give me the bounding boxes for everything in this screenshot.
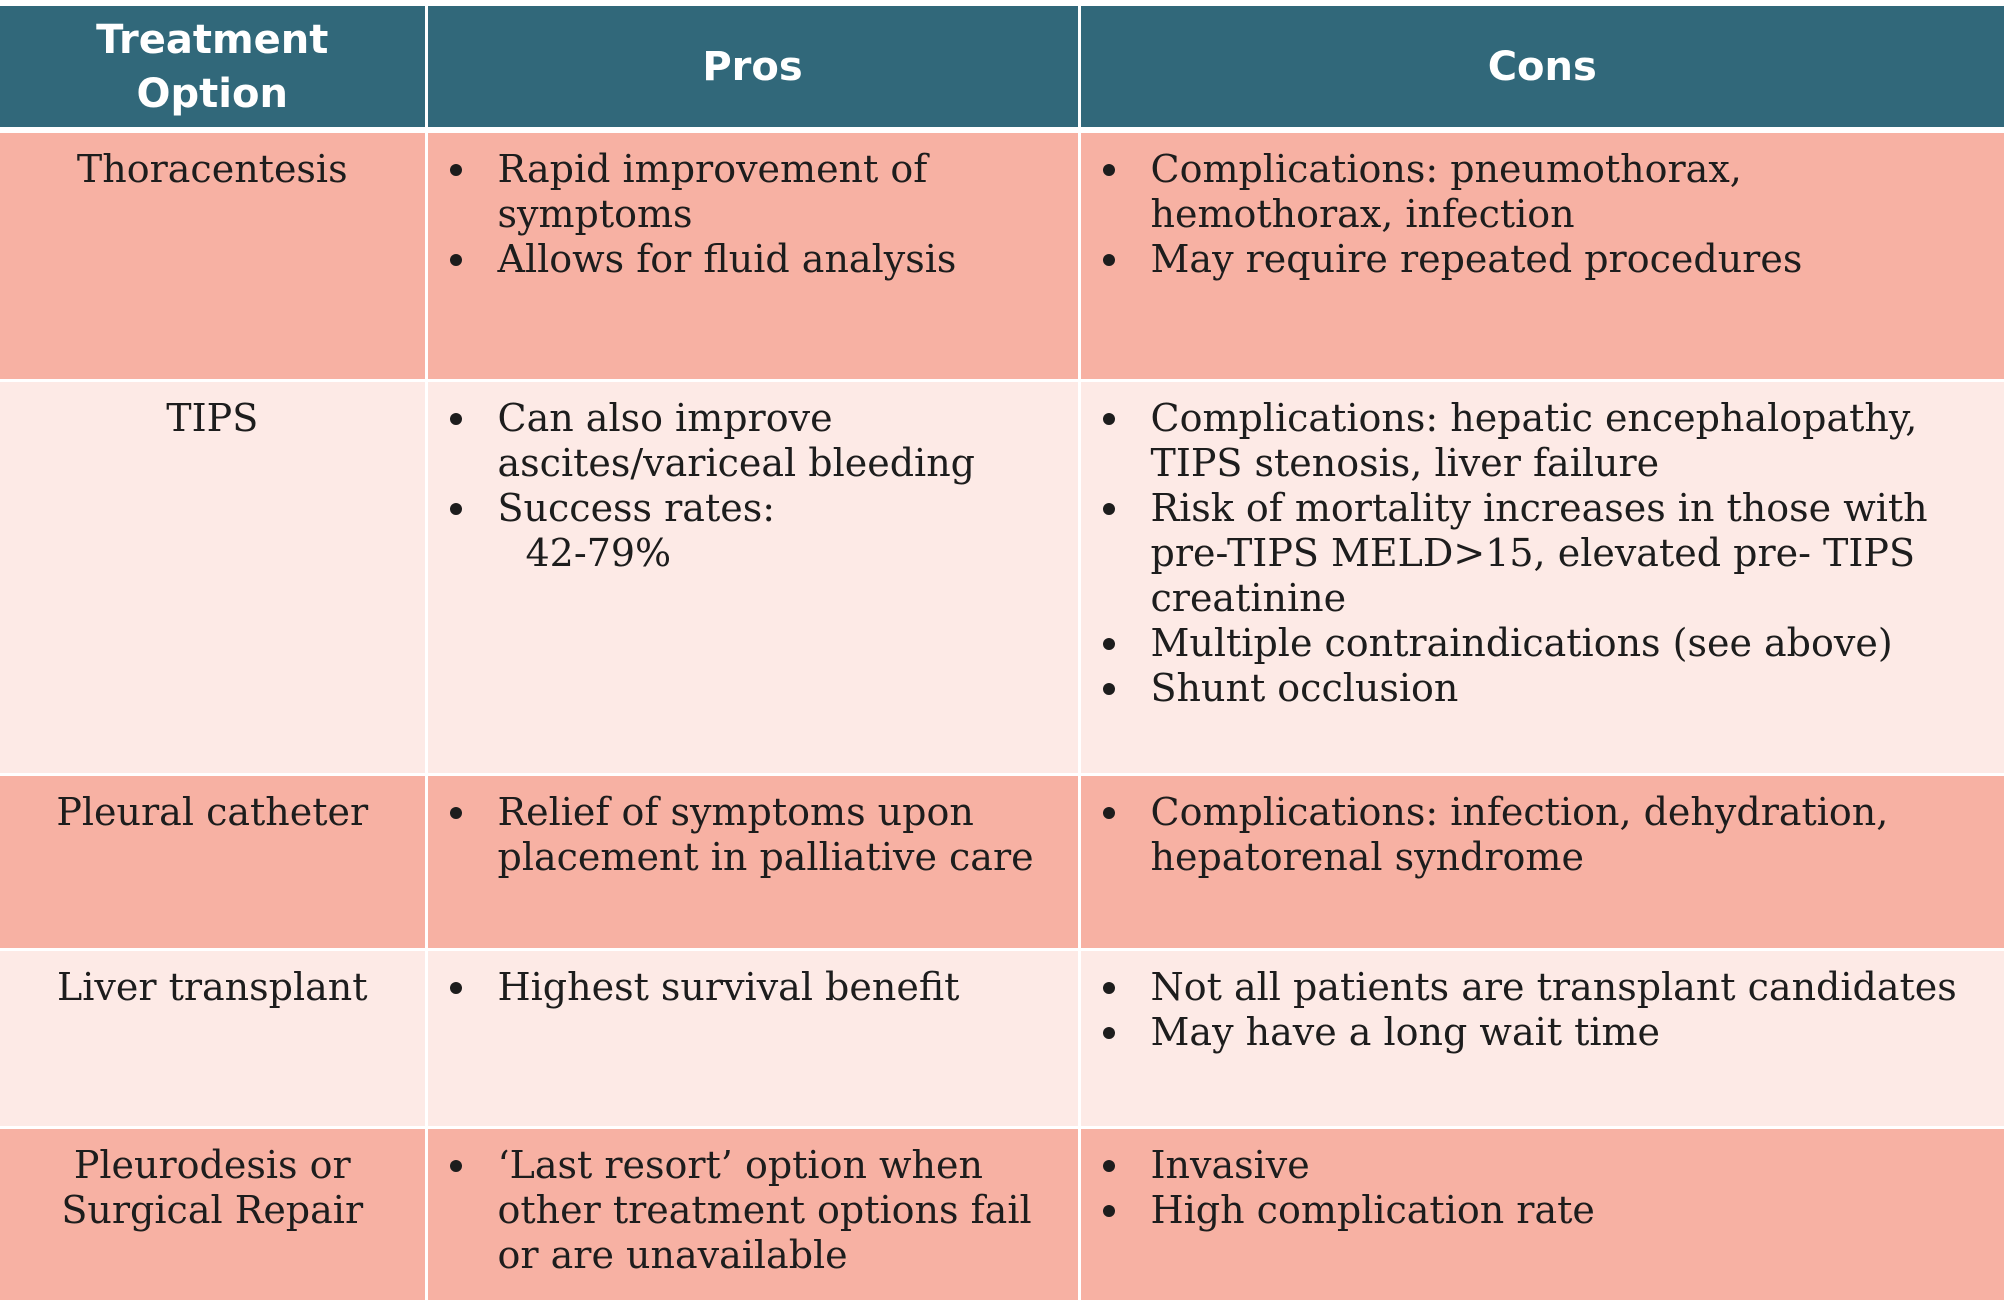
pros-item: Success rates: (440, 486, 1066, 531)
treatment-comparison-table: Treatment Option Pros Cons Thoracentesis… (0, 6, 2004, 1303)
treatment-option-cell: Liver transplant (0, 949, 428, 1129)
header-pros: Pros (426, 6, 1081, 133)
header-treatment-option: Treatment Option (0, 6, 428, 133)
cons-item: Not all patients are transplant candidat… (1093, 965, 1993, 1010)
pros-cell: Can also improve ascites/variceal bleedi… (426, 380, 1081, 776)
table-row: Thoracentesis Rapid improvement of sympt… (0, 130, 2004, 382)
pros-list: Highest survival benefit (440, 965, 1066, 1010)
treatment-option-cell: TIPS (0, 380, 428, 776)
header-cons: Cons (1079, 6, 2004, 133)
cons-list: Complications: hepatic encephalopathy, T… (1093, 396, 1993, 711)
cons-list: Invasive High complication rate (1093, 1143, 1993, 1233)
cons-item: Complications: pneumothorax, hemothorax,… (1093, 147, 1993, 237)
cons-item: Complications: hepatic encephalopathy, T… (1093, 396, 1993, 486)
treatment-option-cell: Pleural catheter (0, 774, 428, 951)
pros-item-continuation: 42-79% (525, 530, 672, 575)
pros-item: ‘Last resort’ option when other treatmen… (440, 1143, 1066, 1278)
cons-list: Complications: pneumothorax, hemothorax,… (1093, 147, 1993, 282)
pros-item: Rapid improvement of symptoms (440, 147, 1066, 237)
pros-item: Relief of symptoms upon placement in pal… (440, 790, 1066, 880)
table-row: Liver transplant Highest survival benefi… (0, 949, 2004, 1129)
cons-cell: Complications: hepatic encephalopathy, T… (1079, 380, 2004, 776)
cons-item: Complications: infection, dehydration, h… (1093, 790, 1993, 880)
pros-cell: Rapid improvement of symptoms Allows for… (426, 130, 1081, 382)
table-row: TIPS Can also improve ascites/variceal b… (0, 380, 2004, 776)
table-row: Pleural catheter Relief of symptoms upon… (0, 774, 2004, 951)
cons-item: Shunt occlusion (1093, 666, 1993, 711)
pros-cell: Relief of symptoms upon placement in pal… (426, 774, 1081, 951)
pros-cell: ‘Last resort’ option when other treatmen… (426, 1127, 1081, 1303)
treatment-option-cell: Thoracentesis (0, 130, 428, 382)
cons-cell: Not all patients are transplant candidat… (1079, 949, 2004, 1129)
cons-item: May have a long wait time (1093, 1010, 1993, 1055)
cons-item: Invasive (1093, 1143, 1993, 1188)
cons-item: May require repeated procedures (1093, 237, 1993, 282)
pros-list: ‘Last resort’ option when other treatmen… (440, 1143, 1066, 1278)
cons-item: Multiple contraindications (see above) (1093, 621, 1993, 666)
cons-list: Complications: infection, dehydration, h… (1093, 790, 1993, 880)
cons-list: Not all patients are transplant candidat… (1093, 965, 1993, 1055)
pros-list: Can also improve ascites/variceal bleedi… (440, 396, 1066, 576)
cons-item: Risk of mortality increases in those wit… (1093, 486, 1993, 621)
cons-cell: Complications: infection, dehydration, h… (1079, 774, 2004, 951)
pros-list: Relief of symptoms upon placement in pal… (440, 790, 1066, 880)
pros-item: Can also improve ascites/variceal bleedi… (440, 396, 1066, 486)
header-row: Treatment Option Pros Cons (0, 6, 2004, 133)
table-row: Pleurodesis or Surgical Repair ‘Last res… (0, 1127, 2004, 1303)
pros-list: Rapid improvement of symptoms Allows for… (440, 147, 1066, 282)
treatment-option-cell: Pleurodesis or Surgical Repair (0, 1127, 428, 1303)
cons-item: High complication rate (1093, 1188, 1993, 1233)
cons-cell: Invasive High complication rate (1079, 1127, 2004, 1303)
pros-cell: Highest survival benefit (426, 949, 1081, 1129)
pros-item: Highest survival benefit (440, 965, 1066, 1010)
pros-item: Allows for fluid analysis (440, 237, 1066, 282)
cons-cell: Complications: pneumothorax, hemothorax,… (1079, 130, 2004, 382)
